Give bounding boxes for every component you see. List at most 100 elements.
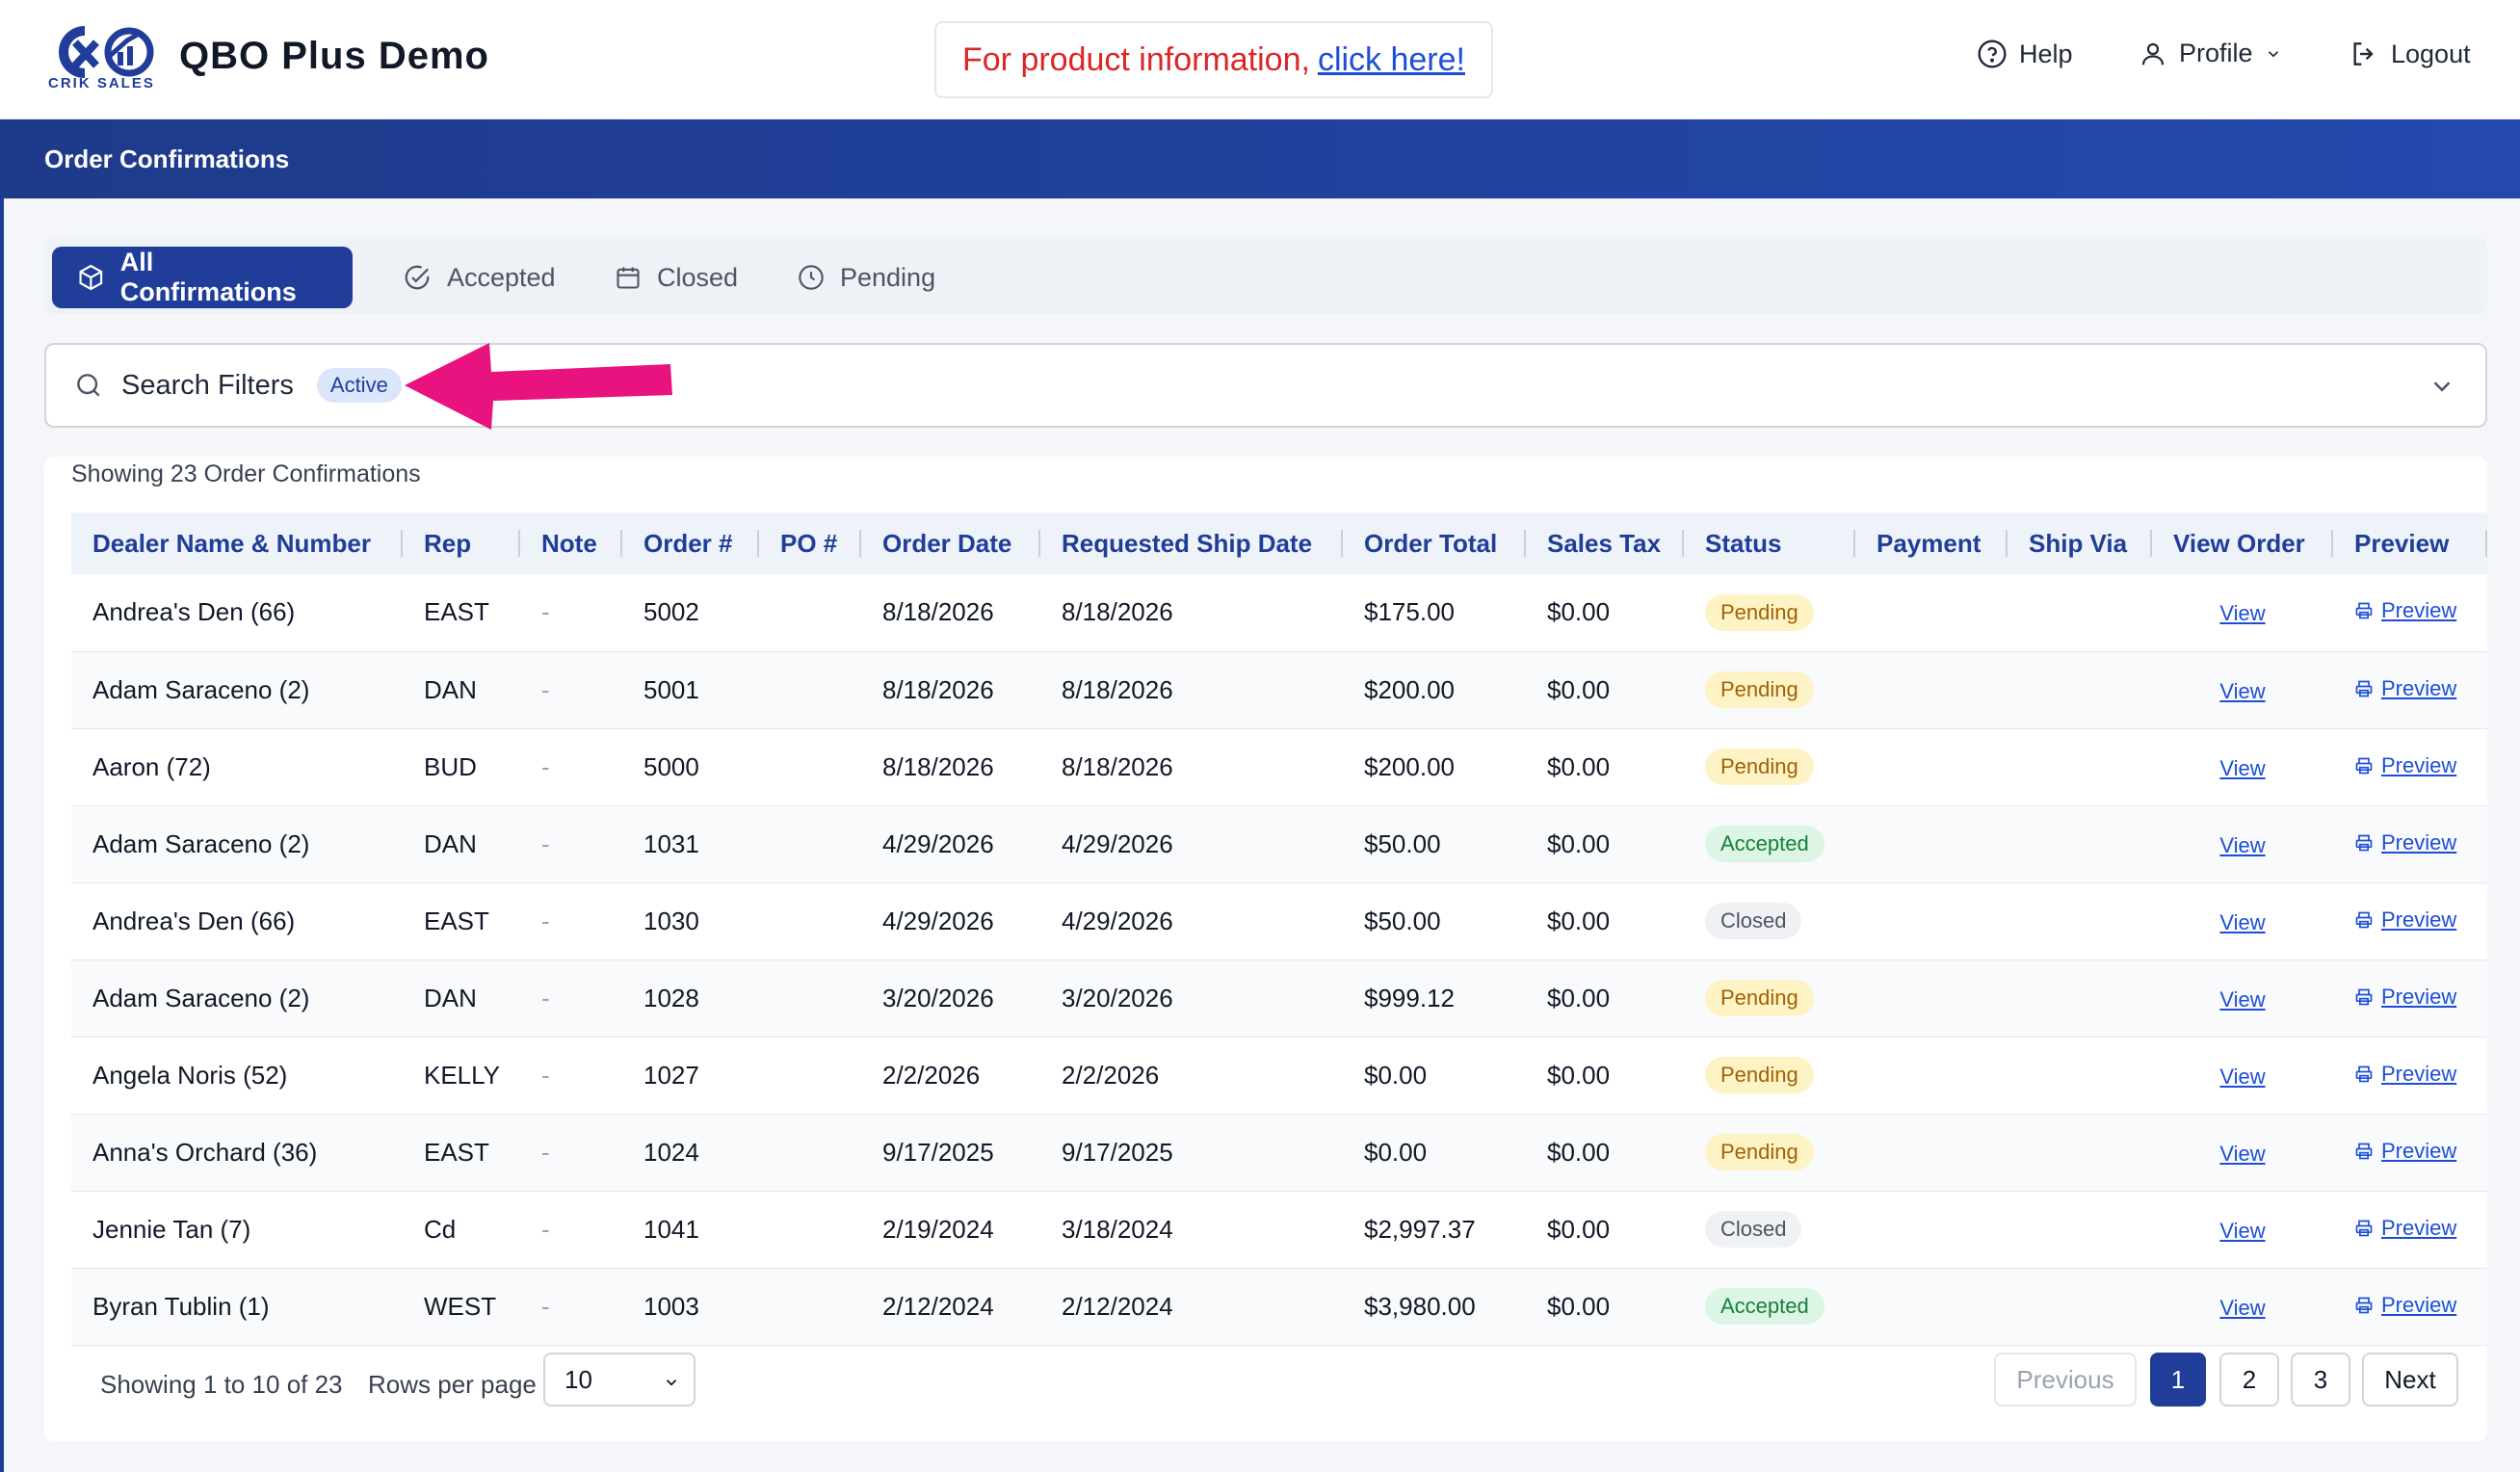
table-row: Adam Saraceno (2) DAN - 1028 3/20/2026 3/20/2… [71,959,2487,1037]
column-header-requested-ship-date[interactable]: Requested Ship Date [1040,513,1343,574]
order-number-cell: 1041 [643,1214,699,1244]
ship-date-cell: 3/20/2026 [1062,983,1173,1012]
printer-icon [2355,1065,2373,1082]
rows-per-page-value: 10 [564,1364,592,1394]
order-number-cell: 5001 [643,674,699,704]
order-number-cell: 5000 [643,751,699,781]
column-header-note[interactable]: Note [520,513,622,574]
page-3-button[interactable]: 3 [2291,1353,2350,1406]
status-badge: Accepted [1705,826,1824,862]
order-total-cell: $999.12 [1364,983,1455,1012]
preview-link[interactable]: Preview [2354,985,2456,1010]
view-order-link[interactable]: View [2219,909,2266,934]
view-order-link[interactable]: View [2219,832,2266,857]
view-order-cell: View [2152,959,2333,1037]
view-order-link[interactable]: View [2219,601,2266,626]
annotation-arrow-icon [405,343,672,430]
view-order-link[interactable]: View [2219,1141,2266,1166]
preview-label: Preview [2381,984,2457,1009]
logout-label: Logout [2391,39,2471,68]
table-row: Angela Noris (52) KELLY - 1027 2/2/2026 2/2/2… [71,1037,2487,1114]
status-badge: Accepted [1705,1288,1824,1325]
table-row: Anna's Orchard (36) EAST - 1024 9/17/2025 9/1… [71,1114,2487,1191]
note-cell: - [541,597,550,627]
tab-pending[interactable]: Pending [773,247,960,308]
rep-cell: DAN [424,828,477,858]
crik-sales-logo-icon [59,26,154,78]
view-order-link[interactable]: View [2219,1218,2266,1243]
view-order-link[interactable]: View [2219,1064,2266,1089]
status-badge: Pending [1705,1057,1814,1093]
column-header-order-total[interactable]: Order Total [1343,513,1526,574]
sales-tax-cell: $0.00 [1547,1137,1611,1167]
view-order-cell: View [2152,1268,2333,1345]
view-order-cell: View [2152,805,2333,882]
column-header-order-number[interactable]: Order # [622,513,759,574]
table-row: Andrea's Den (66) EAST - 5002 8/18/2026 8/18/… [71,574,2487,651]
column-header-ship-via[interactable]: Ship Via [2008,513,2152,574]
ship-date-cell: 2/12/2024 [1062,1291,1173,1321]
preview-link[interactable]: Preview [2354,830,2456,855]
view-order-link[interactable]: View [2219,678,2266,703]
promo-text: For product information, [962,40,1310,78]
preview-link[interactable]: Preview [2354,1216,2456,1241]
page-1-button[interactable]: 1 [2150,1353,2206,1406]
preview-label: Preview [2381,1215,2457,1240]
view-order-link[interactable]: View [2219,755,2266,780]
tab-all-confirmations[interactable]: All Confirmations [52,247,353,308]
preview-link[interactable]: Preview [2354,598,2456,623]
tab-label: Accepted [447,262,556,292]
help-button[interactable]: Help [1977,39,2073,69]
view-order-link[interactable]: View [2219,986,2266,1012]
column-header-rep[interactable]: Rep [403,513,520,574]
page-2-button[interactable]: 2 [2219,1353,2279,1406]
column-header-payment[interactable]: Payment [1855,513,2008,574]
status-tabs: All Confirmations Accepted Closed Pendin… [44,237,2487,314]
promo-link[interactable]: click here! [1317,40,1465,78]
ship-date-cell: 2/2/2026 [1062,1060,1160,1090]
previous-page-button[interactable]: Previous [1994,1353,2137,1406]
table-header-row: Dealer Name & Number Rep Note Order # PO… [71,513,2487,574]
status-badge: Closed [1705,1211,1802,1248]
sales-tax-cell: $0.00 [1547,1214,1611,1244]
tab-label: All Confirmations [119,248,297,306]
column-header-sales-tax[interactable]: Sales Tax [1526,513,1684,574]
preview-link[interactable]: Preview [2354,676,2456,701]
view-order-link[interactable]: View [2219,1295,2266,1320]
order-total-cell: $50.00 [1364,906,1441,935]
column-header-status[interactable]: Status [1684,513,1855,574]
note-cell: - [541,751,550,781]
preview-link[interactable]: Preview [2354,1139,2456,1164]
status-cell: Pending [1684,1114,1855,1191]
po-number-cell [759,1191,861,1268]
ship-via-cell [2008,574,2152,651]
profile-menu[interactable]: Profile [2139,39,2282,68]
chevron-down-icon[interactable] [2428,372,2456,401]
column-header-view-order: View Order [2152,513,2333,574]
next-page-button[interactable]: Next [2362,1353,2458,1406]
table-row: Aaron (72) BUD - 5000 8/18/2026 8/18/2026 $200… [71,728,2487,805]
preview-link[interactable]: Preview [2354,1062,2456,1087]
note-cell: - [541,906,550,935]
preview-link[interactable]: Preview [2354,1293,2456,1318]
rows-per-page-select[interactable]: 10 [543,1353,696,1406]
preview-label: Preview [2381,1292,2457,1317]
note-cell: - [541,1214,550,1244]
order-total-cell: $2,997.37 [1364,1214,1476,1244]
logout-button[interactable]: Logout [2349,39,2471,69]
payment-cell [1855,882,2008,959]
tab-closed[interactable]: Closed [590,247,763,308]
column-header-dealer[interactable]: Dealer Name & Number [71,513,403,574]
app-title: QBO Plus Demo [179,35,489,77]
preview-link[interactable]: Preview [2354,753,2456,778]
column-header-order-date[interactable]: Order Date [861,513,1040,574]
preview-link[interactable]: Preview [2354,907,2456,933]
preview-cell: Preview [2333,728,2487,805]
tab-accepted[interactable]: Accepted [378,247,581,308]
pagination-summary: Showing 1 to 10 of 23 [100,1370,343,1399]
rep-cell: Cd [424,1214,457,1244]
page-title: Order Confirmations [44,144,290,173]
order-date-cell: 8/18/2026 [882,674,994,704]
sales-tax-cell: $0.00 [1547,1060,1611,1090]
column-header-po-number[interactable]: PO # [759,513,861,574]
